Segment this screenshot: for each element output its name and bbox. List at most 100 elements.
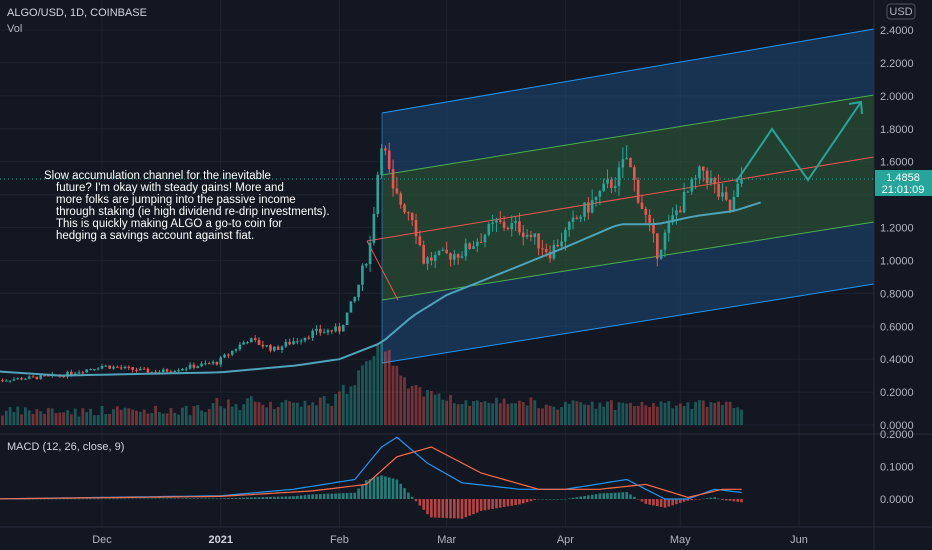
volume-bar (207, 409, 211, 425)
volume-bar (269, 401, 272, 425)
macd-hist-bar (372, 477, 376, 499)
annotation-note[interactable]: Slow accumulation channel for the inevit… (44, 170, 333, 242)
volume-bar (242, 404, 246, 425)
candle-body (533, 233, 537, 237)
projection-arrow[interactable] (735, 100, 863, 183)
volume-bar (636, 405, 640, 425)
candle-body (219, 357, 223, 365)
macd-hist-bar (165, 498, 169, 499)
volume-bar (158, 412, 161, 425)
macd-hist-bar (273, 496, 276, 499)
candle-body (116, 366, 119, 368)
macd-hist-bar (537, 499, 540, 500)
candle-body (368, 242, 372, 265)
macd-hist-bar (250, 497, 253, 499)
candle-body (464, 243, 468, 257)
candle-body (177, 370, 180, 372)
volume-bar (353, 385, 357, 425)
macd-hist-bar (39, 498, 43, 500)
volume-bar (740, 409, 743, 425)
macd-hist-bar (564, 499, 567, 500)
macd-hist-bar (487, 499, 491, 510)
candle-body (521, 232, 525, 237)
candle-body (633, 167, 636, 180)
volume-bar (529, 397, 533, 425)
candle-body (640, 202, 644, 209)
volume-bar (43, 413, 46, 425)
volume-bar (135, 410, 138, 425)
macd-hist-bar (502, 499, 506, 508)
candle-body (96, 368, 100, 370)
channel-upper-mid-line[interactable] (381, 94, 875, 176)
candle-body (70, 371, 73, 375)
volume-bar (560, 407, 563, 425)
volume-bar (652, 403, 655, 425)
macd-hist-bar (667, 499, 671, 507)
candle-body (560, 241, 563, 247)
macd-hist-bar (449, 499, 452, 519)
macd-hist-bar (173, 498, 177, 499)
channel-anchor-line[interactable] (366, 240, 399, 301)
macd-hist-bar (204, 498, 207, 499)
macd-hist-bar (234, 497, 238, 499)
candle-body (77, 372, 81, 374)
channel-lower-line[interactable] (381, 283, 875, 364)
volume-bar (429, 390, 433, 425)
candle-body (31, 376, 35, 378)
macd-axis[interactable]: 0.2000 0.1000 0.0000 (880, 429, 914, 506)
candle-body (89, 369, 92, 371)
macd-hist-bar (403, 488, 406, 499)
macd-hist-bar (318, 494, 322, 499)
candle-body (196, 366, 200, 368)
price-tick-label: 1.2000 (880, 223, 914, 235)
volume-bar (1, 415, 4, 425)
volume-bar (433, 394, 437, 425)
volume-bar (525, 405, 529, 425)
note-line: future? I'm okay with steady gains! More… (56, 182, 284, 194)
time-tick-label: Mar (437, 534, 456, 546)
volume-bar (410, 385, 414, 425)
macd-hist-bar (181, 498, 184, 499)
candle-body (299, 340, 303, 342)
candle-body (207, 363, 211, 365)
volume-bar (184, 405, 188, 425)
candle-body (165, 369, 169, 372)
macd-hist-bar (629, 494, 632, 499)
regression-channel[interactable] (366, 28, 875, 364)
candle-body (269, 345, 272, 351)
channel-center-line[interactable] (366, 156, 875, 242)
macd-hist-bar (349, 492, 353, 499)
candle-body (150, 371, 154, 373)
volume-bar (698, 400, 701, 425)
macd-hist-bar (495, 499, 498, 509)
candle-body (284, 341, 288, 347)
time-tick-label: Apr (557, 534, 574, 546)
volume-bar (376, 343, 380, 425)
candle-body (556, 244, 560, 247)
candle-body (418, 236, 422, 246)
candle-body (227, 354, 230, 356)
candle-body (579, 216, 583, 219)
note-line: through staking (ie high dividend re-dri… (56, 206, 330, 218)
price-axis[interactable]: 2.4000 2.2000 2.0000 1.8000 1.6000 1.2000 1.00… (880, 25, 914, 432)
symbol-title[interactable]: ALGO/USD, 1D, COINBASE (7, 7, 147, 19)
macd-hist-bar (161, 498, 165, 500)
channel-upper-line[interactable] (381, 28, 875, 114)
note-line: hedging a savings account against fiat. (56, 230, 254, 242)
moving-average-line[interactable] (0, 201, 762, 377)
note-line: more folks are jumping into the passive … (56, 194, 296, 206)
currency-badge[interactable]: USD (886, 3, 916, 20)
volume-bar (181, 407, 184, 425)
candle-body (8, 380, 12, 382)
macd-hist-bar (598, 493, 602, 499)
volume-bar (544, 404, 548, 425)
candle-body (617, 167, 621, 186)
volume-bar (487, 402, 491, 425)
signal-line[interactable] (0, 446, 742, 500)
volume-bar (341, 384, 345, 425)
macd-label[interactable]: MACD (12, 26, close, 9) (7, 441, 124, 453)
channel-lower-mid-line[interactable] (381, 221, 875, 301)
time-axis[interactable]: Dec 2021 Feb Mar Apr May Jun (92, 534, 808, 546)
